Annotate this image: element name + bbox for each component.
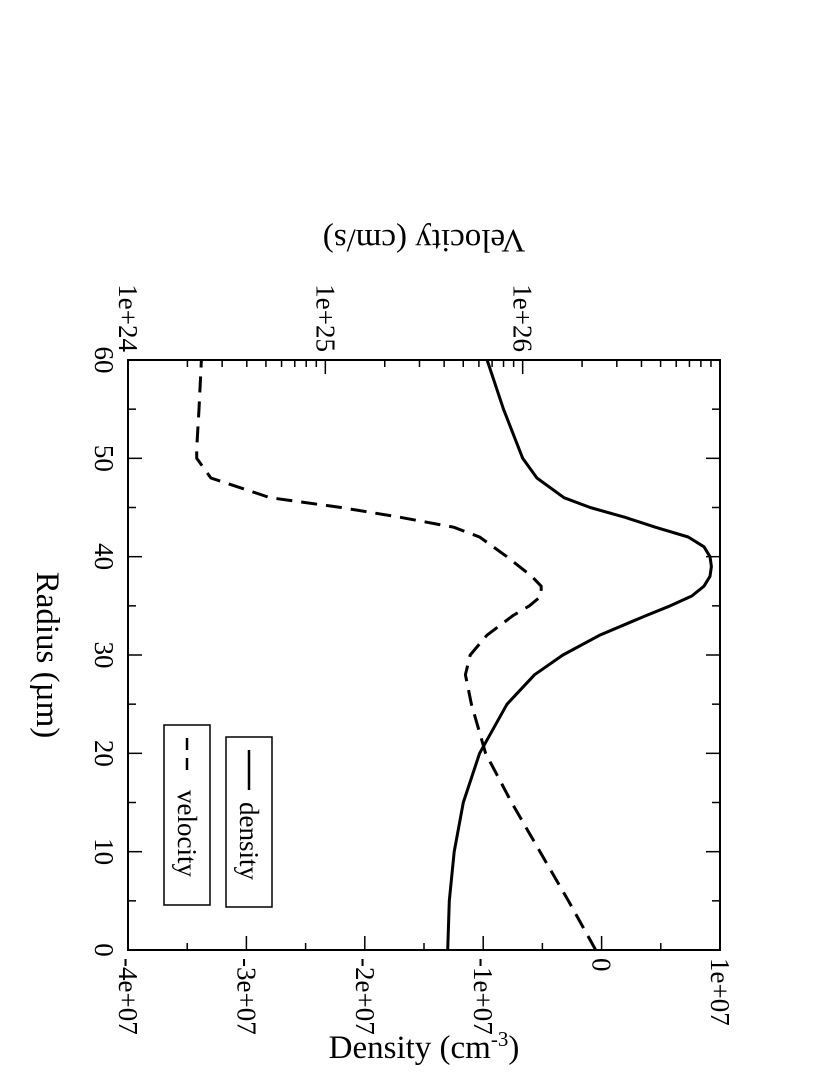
x-tick-label: 30: [89, 642, 119, 669]
legend-box-density: [225, 736, 273, 908]
x-tick-label: 20: [89, 740, 119, 767]
y-right-tick-label: -3e+07: [231, 958, 261, 1035]
y-left-tick-label: 1e+24: [113, 284, 143, 352]
x-tick-label: 50: [89, 445, 119, 472]
x-axis-title: Radius (µm): [29, 572, 65, 739]
legend-box-velocity: [163, 724, 211, 906]
y-left-axis-title: Density (cm-3): [329, 1027, 520, 1066]
series-layer: [195, 359, 713, 951]
y-right-tick-label: 1e+07: [705, 958, 735, 1026]
y-left-axis-title-sup: -3: [491, 1027, 509, 1051]
y-right-axis-title: Velocity (cm/s): [323, 222, 526, 258]
series-line-density: [446, 359, 713, 951]
tick-marks: [127, 359, 721, 951]
x-tick-label: 0: [89, 943, 119, 957]
y-left-tick-label: 1e+25: [310, 284, 340, 352]
y-left-tick-label: 1e+26: [508, 284, 538, 352]
x-tick-label: 10: [89, 838, 119, 865]
x-tick-label: 60: [89, 347, 119, 374]
series-line-velocity: [195, 359, 598, 951]
legend-label-velocity: velocity: [172, 790, 202, 877]
legend-label-density: density: [234, 802, 264, 880]
y-right-tick-label: -2e+07: [350, 958, 380, 1035]
y-right-tick-label: -4e+07: [113, 958, 143, 1035]
legend: velocity density: [163, 724, 273, 908]
plot-frame: [127, 359, 721, 951]
y-left-axis-title-suffix: ): [508, 1030, 519, 1066]
y-right-tick-label: -1e+07: [468, 958, 498, 1035]
y-right-tick-label: 0: [587, 958, 617, 972]
x-tick-label: 40: [89, 543, 119, 570]
